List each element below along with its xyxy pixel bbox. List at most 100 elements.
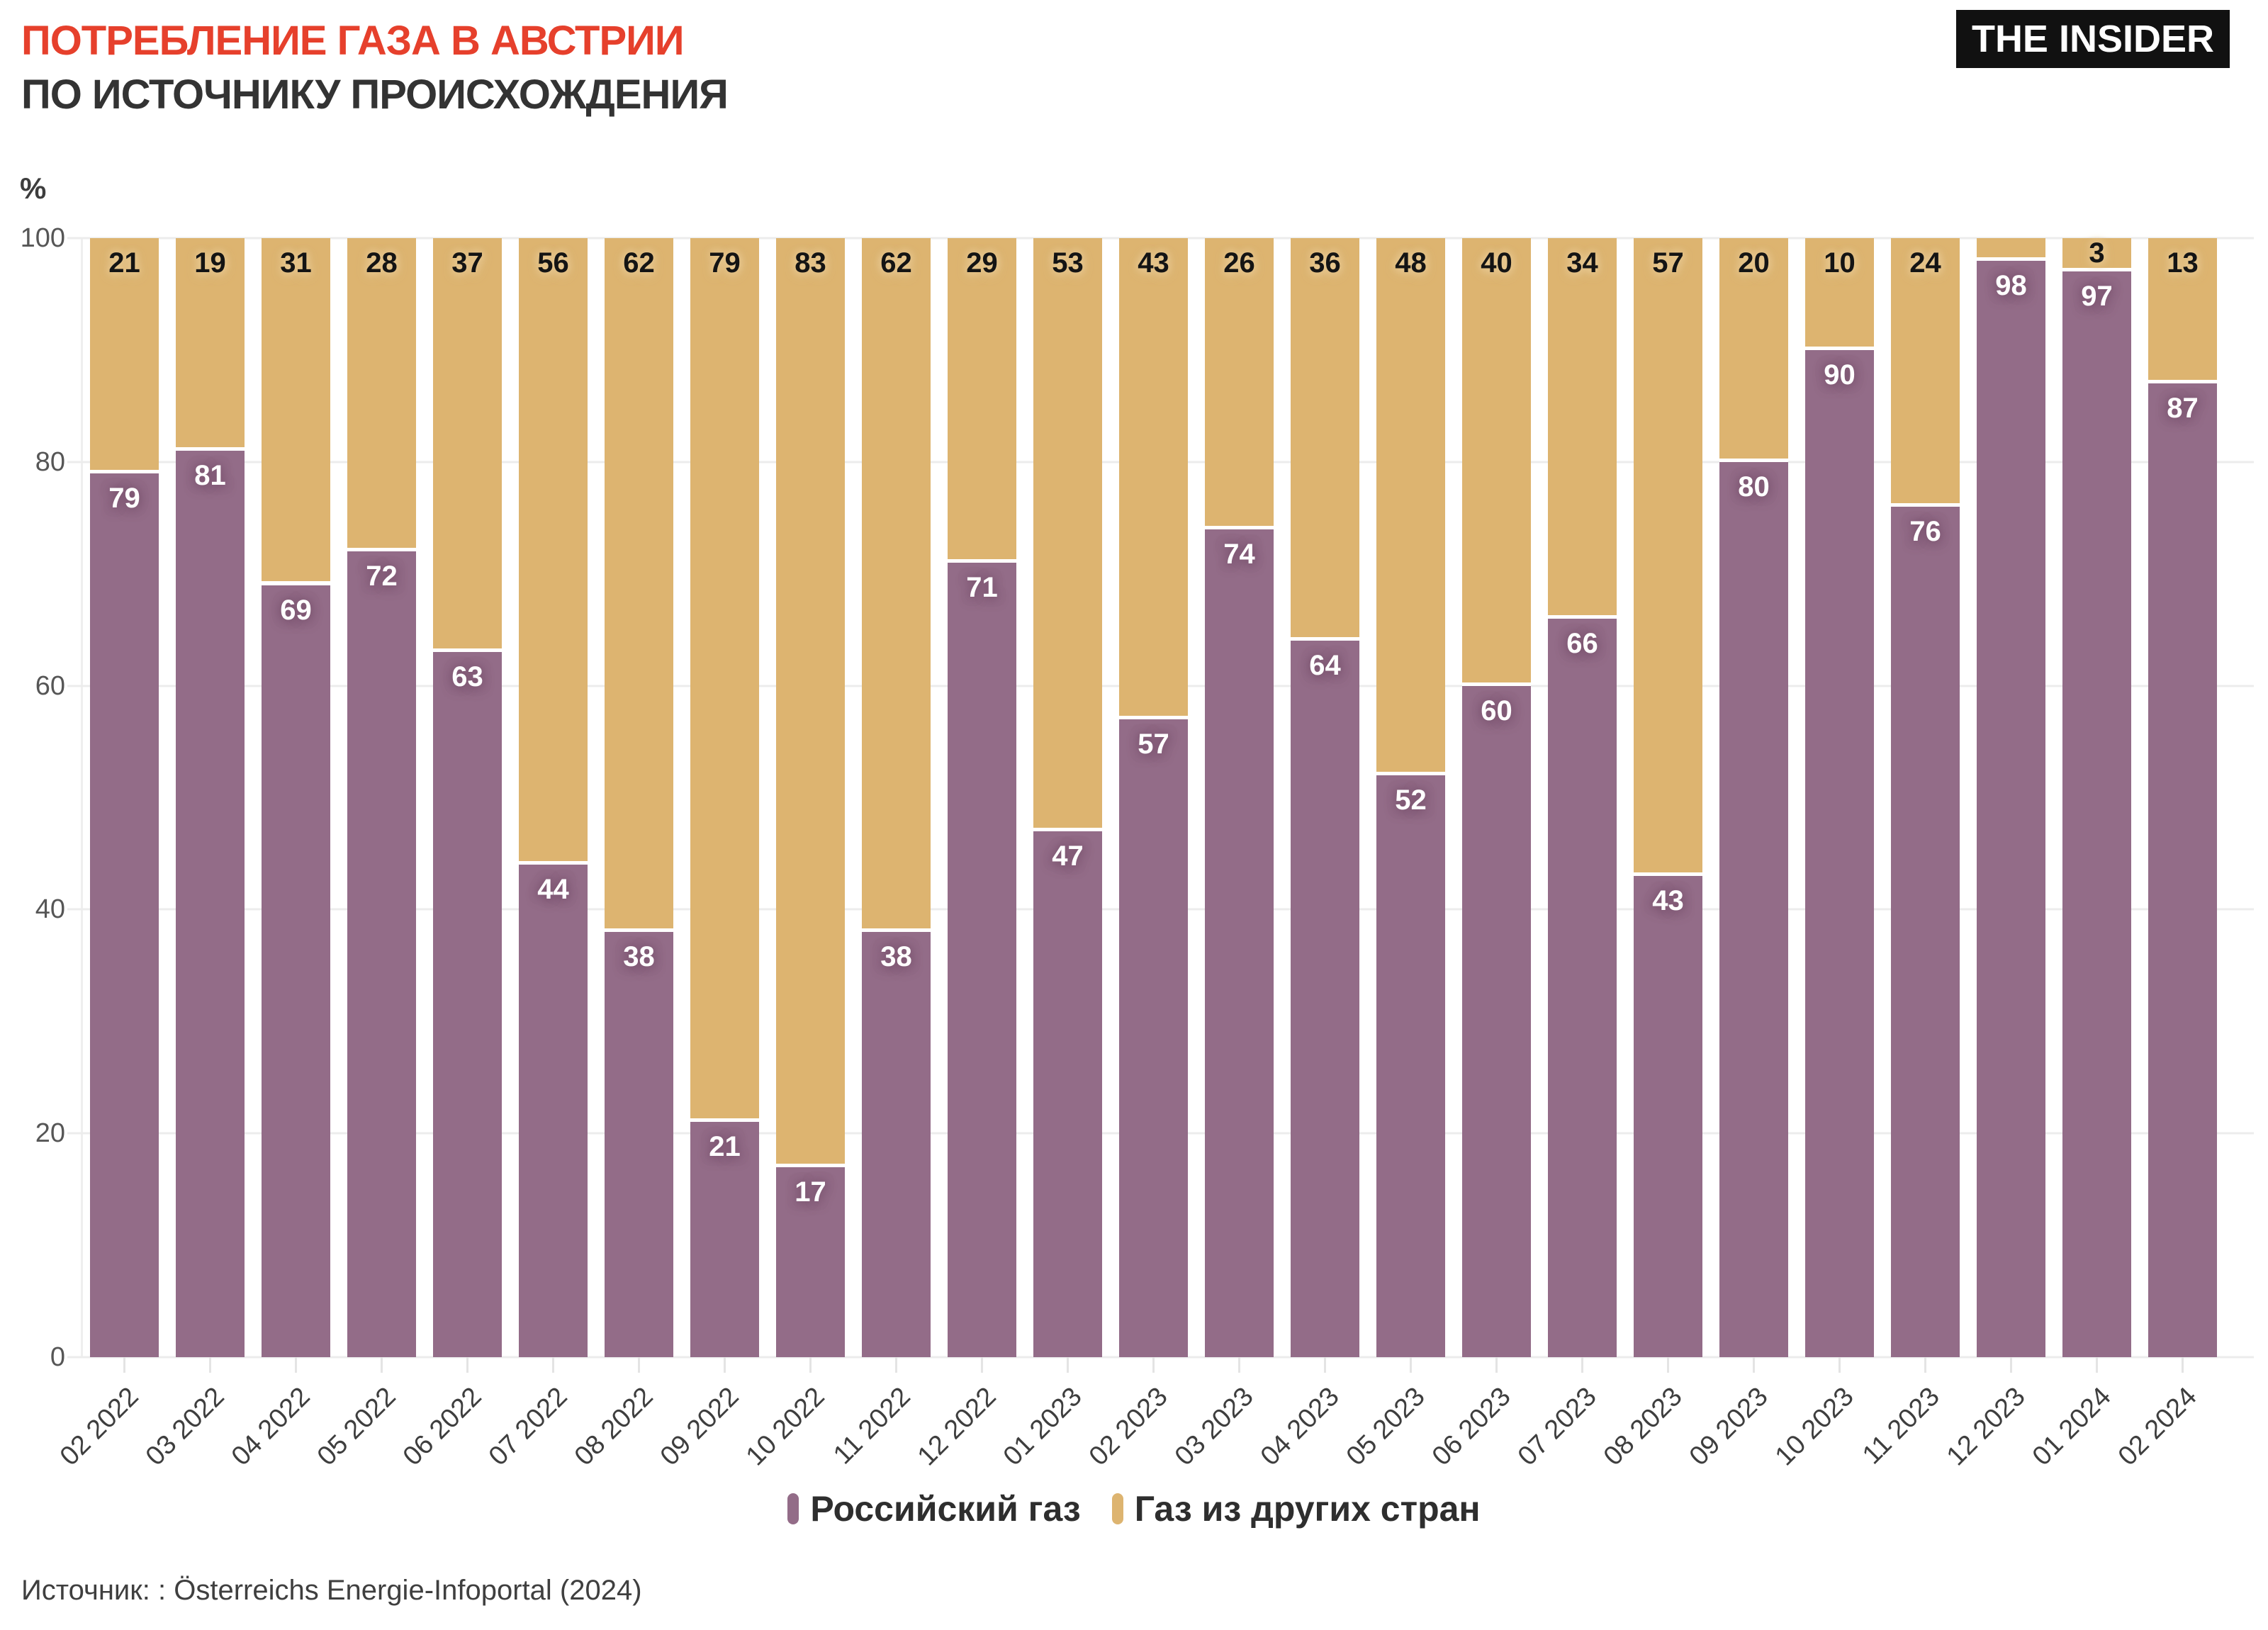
- bar-label-russian-gas: 64: [1309, 650, 1341, 682]
- bar-label-other-gas: 13: [2167, 247, 2199, 279]
- bar-label-russian-gas: 38: [880, 940, 912, 972]
- bar-label-other-gas: 53: [1052, 247, 1084, 279]
- bar-label-russian-gas: 74: [1223, 538, 1255, 570]
- x-axis-tick: [1924, 1357, 1926, 1373]
- bar-label-russian-gas: 52: [1395, 784, 1427, 816]
- bar-label-russian-gas: 60: [1481, 695, 1512, 726]
- stacked-bar-05-2023: 48 52: [1376, 238, 1445, 1357]
- segment-other-gas: 3: [2062, 237, 2131, 272]
- x-axis-tick-label-text: 03 2023: [1169, 1381, 1259, 1472]
- x-axis-tick: [2096, 1357, 2098, 1373]
- bar-label-russian-gas: 79: [108, 482, 140, 514]
- x-axis-tick: [1581, 1357, 1583, 1373]
- segment-other-gas: 48: [1376, 238, 1445, 775]
- segment-other-gas: 62: [605, 238, 673, 932]
- x-axis-tick-label-text: 07 2022: [483, 1381, 573, 1472]
- stacked-bar-12-2023: 98: [1977, 238, 2045, 1357]
- segment-russian-gas: 44: [519, 865, 588, 1357]
- x-axis-tick-label-text: 05 2022: [311, 1381, 402, 1472]
- segment-russian-gas: 81: [176, 451, 245, 1357]
- bar-label-other-gas: 56: [537, 247, 569, 279]
- x-axis-tick: [1838, 1357, 1841, 1373]
- bar-label-other-gas: 83: [795, 247, 826, 279]
- bar-label-russian-gas: 57: [1138, 728, 1169, 760]
- bar-label-other-gas: 62: [623, 247, 655, 279]
- segment-other-gas: 36: [1291, 238, 1359, 641]
- stacked-bar-05-2022: 28 72: [347, 238, 416, 1357]
- x-axis-tick-label-text: 09 2023: [1683, 1381, 1774, 1472]
- stacked-bar-07-2022: 56 44: [519, 238, 588, 1357]
- x-axis-tick: [466, 1357, 468, 1373]
- segment-other-gas: 20: [1719, 238, 1788, 462]
- bar-label-russian-gas: 87: [2167, 393, 2199, 425]
- y-axis-line: [81, 238, 83, 1357]
- x-axis-tick: [638, 1357, 640, 1373]
- bar-label-other-gas: 3: [2089, 237, 2105, 269]
- x-axis-tick: [209, 1357, 211, 1373]
- segment-russian-gas: 66: [1548, 618, 1617, 1357]
- segment-russian-gas: 57: [1119, 719, 1188, 1357]
- legend-label: Российский газ: [810, 1489, 1081, 1529]
- x-axis-tick: [724, 1357, 726, 1373]
- bar-label-other-gas: 26: [1223, 247, 1255, 279]
- x-axis-tick: [2182, 1357, 2184, 1373]
- bar-label-russian-gas: 76: [1909, 515, 1941, 547]
- stacked-bar-08-2022: 62 38: [605, 238, 673, 1357]
- segment-other-gas: 28: [347, 238, 416, 552]
- y-axis-tick-label: 40: [35, 894, 65, 925]
- stacked-bar-11-2022: 62 38: [862, 238, 931, 1357]
- bar-label-other-gas: 31: [280, 247, 312, 279]
- x-axis-tick-label-text: 06 2023: [1426, 1381, 1517, 1472]
- bar-label-other-gas: 28: [366, 247, 398, 279]
- x-axis-tick-label-text: 08 2023: [1598, 1381, 1688, 1472]
- stacked-bar-02-2024: 13 87: [2148, 238, 2217, 1357]
- x-axis-tick-label-text: 12 2023: [1941, 1381, 2031, 1472]
- x-axis-tick: [1152, 1357, 1155, 1373]
- bar-label-russian-gas: 63: [451, 661, 483, 693]
- segment-other-gas: 26: [1205, 238, 1274, 529]
- segment-russian-gas: 72: [347, 551, 416, 1357]
- stacked-bar-09-2022: 79 21: [690, 238, 759, 1357]
- bar-label-other-gas: 21: [108, 247, 140, 279]
- segment-russian-gas: 43: [1634, 876, 1702, 1357]
- x-axis-tick: [1067, 1357, 1069, 1373]
- legend-swatch-icon: [1111, 1493, 1123, 1524]
- x-axis-tick: [1753, 1357, 1755, 1373]
- bar-label-other-gas: 40: [1481, 247, 1512, 279]
- segment-other-gas: 57: [1634, 238, 1702, 877]
- bar-label-other-gas: 57: [1652, 247, 1684, 279]
- bar-label-russian-gas: 66: [1566, 627, 1598, 659]
- stacked-bar-03-2023: 26 74: [1205, 238, 1274, 1357]
- bar-label-other-gas: 10: [1824, 247, 1856, 279]
- y-axis-tick-label: 80: [35, 446, 65, 477]
- bar-label-other-gas: 34: [1566, 247, 1598, 279]
- bar-label-russian-gas: 72: [366, 561, 398, 592]
- segment-russian-gas: 90: [1805, 349, 1874, 1357]
- legend-swatch-icon: [787, 1493, 799, 1524]
- segment-other-gas: 53: [1033, 238, 1102, 831]
- segment-other-gas: 10: [1805, 238, 1874, 350]
- bar-label-other-gas: 29: [966, 247, 998, 279]
- segment-russian-gas: 97: [2062, 271, 2131, 1357]
- segment-other-gas: 34: [1548, 238, 1617, 619]
- x-axis-tick-label-text: 06 2022: [397, 1381, 488, 1472]
- bar-label-russian-gas: 47: [1052, 840, 1084, 872]
- source-note: Источник: : Österreichs Energie-Infoport…: [21, 1575, 642, 1606]
- stacked-bar-11-2023: 24 76: [1891, 238, 1960, 1357]
- x-axis-tick-label-text: 02 2022: [54, 1381, 145, 1472]
- stacked-bar-08-2023: 57 43: [1634, 238, 1702, 1357]
- x-axis-tick-label-text: 07 2023: [1512, 1381, 1602, 1472]
- chart-title: ПОТРЕБЛЕНИЕ ГАЗА В АВСТРИИ: [21, 18, 685, 64]
- segment-russian-gas: 74: [1205, 529, 1274, 1357]
- segment-other-gas: 56: [519, 238, 588, 865]
- the-insider-logo: THE INSIDER: [1955, 10, 2230, 68]
- bar-label-other-gas: 43: [1138, 247, 1169, 279]
- segment-other-gas: 31: [262, 238, 330, 585]
- segment-other-gas: 29: [948, 238, 1016, 563]
- stacked-bar-06-2023: 40 60: [1462, 238, 1531, 1357]
- segment-russian-gas: 17: [776, 1167, 845, 1357]
- x-axis-tick: [381, 1357, 383, 1373]
- segment-russian-gas: 47: [1033, 831, 1102, 1357]
- legend-item-other-gas: Газ из других стран: [1111, 1488, 1481, 1529]
